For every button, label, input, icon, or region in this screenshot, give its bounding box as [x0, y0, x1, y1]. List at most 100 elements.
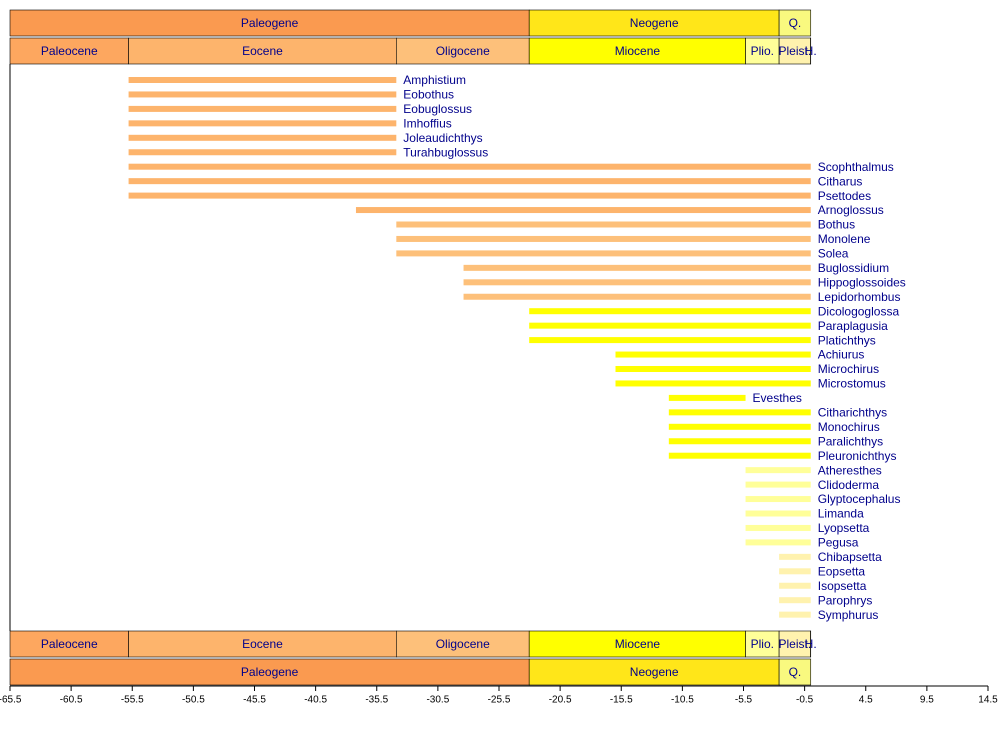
- x-tick-label: -45.5: [243, 695, 266, 706]
- taxon-label: Joleaudichthys: [403, 131, 482, 145]
- taxon-label: Paralichthys: [818, 434, 883, 448]
- x-tick-label: -65.5: [0, 695, 22, 706]
- range-bar: [668, 423, 811, 430]
- x-tick-label: -35.5: [365, 695, 388, 706]
- range-bar: [779, 553, 811, 560]
- range-bar: [128, 91, 397, 98]
- taxon-label: Hippoglossoides: [818, 275, 906, 289]
- x-tick-label: -30.5: [426, 695, 449, 706]
- period: [528, 658, 780, 686]
- range-bar: [745, 481, 811, 488]
- epoch: [128, 37, 397, 65]
- taxon-label: Platichthys: [818, 333, 876, 347]
- range-bar: [128, 120, 397, 127]
- taxon-label: Eobuglossus: [403, 102, 472, 116]
- epoch: [9, 37, 129, 65]
- period: [9, 9, 530, 37]
- range-bar: [529, 337, 811, 344]
- x-tick-label: 9.5: [920, 695, 934, 706]
- range-bar: [779, 597, 811, 604]
- epoch-label: Eocene: [242, 44, 283, 58]
- x-tick-label: -10.5: [671, 695, 694, 706]
- x-tick-label: -5.5: [735, 695, 753, 706]
- range-bar: [128, 134, 397, 141]
- period-label: Neogene: [630, 16, 679, 30]
- taxon-label: Imhoffius: [403, 117, 451, 131]
- taxon-label: Pleuronichthys: [818, 449, 897, 463]
- taxon-label: Lyopsetta: [818, 521, 870, 535]
- period: [528, 9, 780, 37]
- taxon-label: Symphurus: [818, 608, 879, 622]
- range-bar: [529, 308, 811, 315]
- taxon-label: Atheresthes: [818, 463, 882, 477]
- epoch-label: Pleist.: [779, 44, 812, 58]
- range-bar: [615, 366, 811, 372]
- taxon-label: Glyptocephalus: [818, 492, 901, 506]
- x-tick-label: -15.5: [610, 695, 633, 706]
- epoch-label: Paleocene: [41, 44, 98, 58]
- epoch-label: Oligocene: [436, 44, 490, 58]
- epoch: [528, 37, 746, 65]
- epoch: [396, 630, 530, 658]
- epoch: [778, 37, 811, 65]
- period-label: Paleogene: [241, 16, 299, 30]
- range-bar: [128, 149, 397, 156]
- taxon-label: Lepidorhombus: [818, 290, 901, 304]
- period-label: Q.: [789, 665, 802, 679]
- taxon-label: Citharus: [818, 174, 863, 188]
- taxon-label: Solea: [818, 247, 849, 261]
- taxon-label: Isopsetta: [818, 579, 867, 593]
- x-tick-label: -60.5: [60, 695, 83, 706]
- epoch-label: Eocene: [242, 637, 283, 651]
- x-tick-label: -25.5: [488, 695, 511, 706]
- range-bar: [745, 524, 811, 531]
- range-bar: [463, 293, 811, 300]
- epoch: [745, 37, 780, 65]
- range-bar: [745, 510, 811, 517]
- range-bar: [668, 452, 811, 459]
- x-tick-label: -55.5: [121, 695, 144, 706]
- range-bar: [396, 250, 811, 257]
- range-bar: [463, 264, 811, 271]
- taxon-label: Microchirus: [818, 362, 879, 376]
- range-bar: [668, 409, 811, 416]
- range-bar: [668, 438, 811, 445]
- range-bar: [745, 496, 811, 503]
- x-tick-label: 4.5: [859, 695, 873, 706]
- epoch: [128, 630, 397, 658]
- epoch: [778, 630, 811, 658]
- period-label: Neogene: [630, 665, 679, 679]
- taxon-label: Dicologoglossa: [818, 304, 900, 318]
- taxon-label: Parophrys: [818, 593, 873, 607]
- x-tick-label: 14.5: [978, 695, 998, 706]
- taxon-label: Clidoderma: [818, 478, 880, 492]
- taxon-label: Achiurus: [818, 348, 865, 362]
- range-bar: [396, 221, 811, 228]
- taxon-label: Psettodes: [818, 189, 871, 203]
- range-bar: [396, 235, 811, 242]
- range-bar: [355, 207, 811, 214]
- range-bar: [128, 163, 811, 170]
- epoch-label: Plio.: [751, 637, 774, 651]
- range-bar: [529, 322, 811, 329]
- range-bar: [745, 539, 811, 546]
- range-bar: [128, 105, 397, 112]
- range-bar: [463, 279, 811, 286]
- taxon-label: Bothus: [818, 218, 855, 232]
- epoch-label: Oligocene: [436, 637, 490, 651]
- x-tick-label: -0.5: [796, 695, 814, 706]
- taxon-label: Pegusa: [818, 536, 859, 550]
- taxon-label: Eobothus: [403, 88, 454, 102]
- taxon-label: Limanda: [818, 507, 864, 521]
- epoch-label: H.: [805, 637, 817, 651]
- taxon-label: Arnoglossus: [818, 203, 884, 217]
- range-bar: [745, 467, 811, 474]
- taxon-label: Chibapsetta: [818, 550, 882, 564]
- range-bar: [615, 380, 811, 387]
- epoch-label: Paleocene: [41, 637, 98, 651]
- taxon-label: Monochirus: [818, 420, 880, 434]
- range-bar: [779, 611, 811, 618]
- period-label: Paleogene: [241, 665, 299, 679]
- period: [9, 658, 530, 686]
